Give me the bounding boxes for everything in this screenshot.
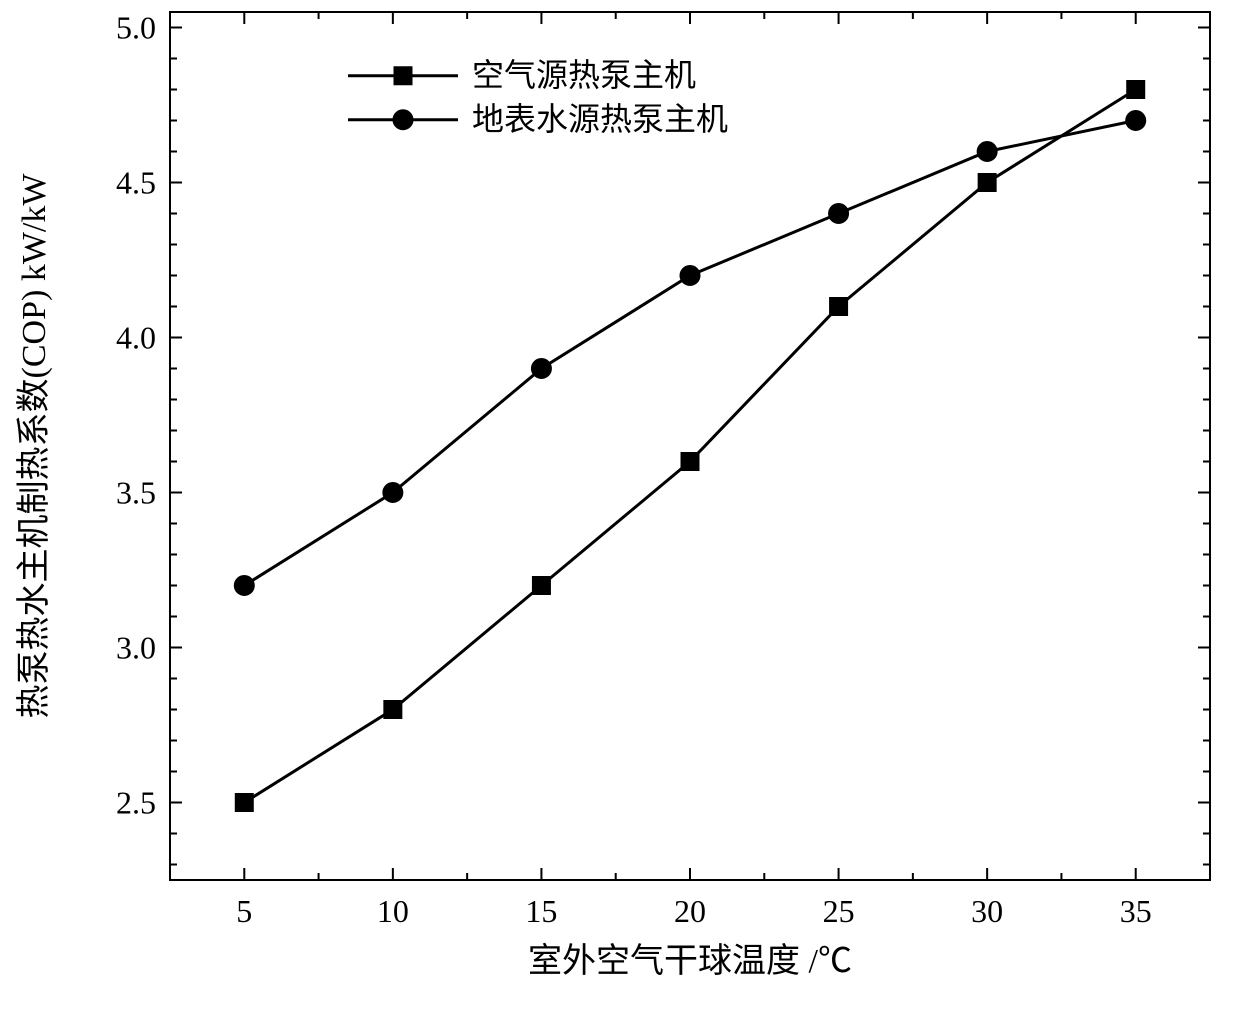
series-air-source-marker-square: [681, 453, 699, 471]
x-axis-title: 室外空气干球温度 /℃: [528, 942, 852, 980]
series-air-source-marker-square: [532, 577, 550, 595]
y-axis-title: 热泵热水主机制热系数(COP) kW/kW: [15, 173, 53, 719]
y-tick-label: 2.5: [116, 785, 156, 821]
chart-svg: 5 10 15 20 25 30 35 2.5 3.0 3.5 4.0 4.5 5.0 室外空气干球温度 …: [0, 0, 1240, 1012]
series-surface-water-source-marker-circle: [1126, 111, 1146, 131]
y-tick-label: 4.0: [116, 320, 156, 356]
series-surface-water-source-marker-circle: [383, 483, 403, 503]
x-tick-label: 15: [525, 893, 557, 929]
series-surface-water-source-marker-circle: [531, 359, 551, 379]
series-surface-water-source-marker-circle: [680, 266, 700, 286]
x-tick-label: 5: [236, 893, 252, 929]
legend-surface-water-source-marker-circle: [393, 110, 413, 130]
series-surface-water-source-marker-circle: [977, 142, 997, 162]
x-tick-label: 35: [1120, 893, 1152, 929]
x-tick-label: 25: [823, 893, 855, 929]
series-air-source-marker-square: [235, 794, 253, 812]
legend-label-surface-water-source: 地表水源热泵主机: [472, 101, 728, 137]
y-tick-label: 5.0: [116, 10, 156, 46]
series-air-source-marker-square: [384, 701, 402, 719]
series-line-surface-water-source: [244, 121, 1135, 586]
y-tick-label: 3.5: [116, 475, 156, 511]
y-tick-label: 3.0: [116, 630, 156, 666]
series-line-air-source: [244, 90, 1135, 803]
series-surface-water-source-marker-circle: [829, 204, 849, 224]
series-air-source-marker-square: [830, 298, 848, 316]
series-surface-water-source: [234, 111, 1145, 596]
series-air-source: [235, 81, 1144, 812]
series-air-source-marker-square: [978, 174, 996, 192]
y-tick-label: 4.5: [116, 165, 156, 201]
series-air-source-marker-square: [1127, 81, 1145, 99]
x-tick-label: 30: [971, 893, 1003, 929]
legend-label-air-source: 空气源热泵主机: [472, 57, 696, 93]
x-tick-label: 10: [377, 893, 409, 929]
x-tick-label: 20: [674, 893, 706, 929]
series-surface-water-source-marker-circle: [234, 576, 254, 596]
legend-air-source-marker-square: [394, 67, 412, 85]
chart-container: 5 10 15 20 25 30 35 2.5 3.0 3.5 4.0 4.5 5.0 室外空气干球温度 …: [0, 0, 1240, 1012]
legend: 空气源热泵主机地表水源热泵主机: [348, 57, 728, 137]
